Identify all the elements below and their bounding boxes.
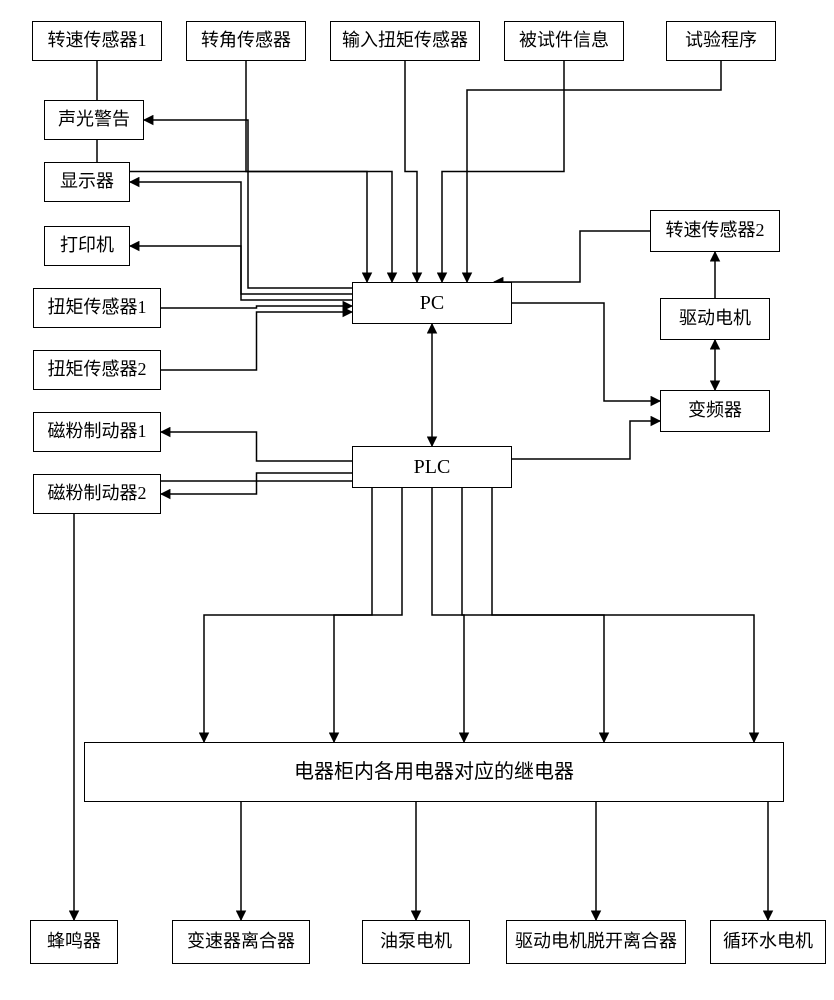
node-l6: 磁粉制动器1 <box>33 412 161 452</box>
node-top4: 被试件信息 <box>504 21 624 61</box>
edge-plc-relay <box>432 488 464 742</box>
node-b2: 变速器离合器 <box>172 920 310 964</box>
node-l2: 显示器 <box>44 162 130 202</box>
edge-plc-l7 <box>161 473 352 494</box>
node-pc: PC <box>352 282 512 324</box>
edge-plc-l6 <box>161 432 352 461</box>
edge-top1-pc <box>97 61 367 282</box>
edge-r1-pc <box>494 231 650 282</box>
edge-l5-pc <box>161 312 352 370</box>
node-l5: 扭矩传感器2 <box>33 350 161 390</box>
node-top3: 输入扭矩传感器 <box>330 21 480 61</box>
edge-top3-pc <box>405 61 417 282</box>
edge-plc-relay <box>334 488 402 742</box>
edge-pc-l2 <box>130 182 352 294</box>
edge-pc-l1 <box>144 120 352 288</box>
edge-pc-r3 <box>512 303 660 401</box>
edge-plc-r3 <box>512 421 660 459</box>
node-plc: PLC <box>352 446 512 488</box>
edge-top4-pc <box>442 61 564 282</box>
edge-plc-relay <box>492 488 754 742</box>
node-l4: 扭矩传感器1 <box>33 288 161 328</box>
node-l7: 磁粉制动器2 <box>33 474 161 514</box>
node-r2: 驱动电机 <box>660 298 770 340</box>
node-b4: 驱动电机脱开离合器 <box>506 920 686 964</box>
edge-top2-pc <box>246 61 392 282</box>
diagram-canvas: 转速传感器1 转角传感器输入扭矩传感器被试件信息 试验程序声光警告显示器打印机扭矩传… <box>0 0 834 1000</box>
edge-l4-pc <box>161 306 352 308</box>
node-top2: 转角传感器 <box>186 21 306 61</box>
node-top1: 转速传感器1 <box>32 21 162 61</box>
edge-plc-relay <box>462 488 604 742</box>
node-r1: 转速传感器2 <box>650 210 780 252</box>
node-b5: 循环水电机 <box>710 920 826 964</box>
node-l1: 声光警告 <box>44 100 144 140</box>
node-top5: 试验程序 <box>666 21 776 61</box>
edge-plc-b1 <box>74 481 352 920</box>
node-l3: 打印机 <box>44 226 130 266</box>
node-r3: 变频器 <box>660 390 770 432</box>
node-relay: 电器柜内各用电器对应的继电器 <box>84 742 784 802</box>
node-b1: 蜂鸣器 <box>30 920 118 964</box>
edge-plc-relay <box>204 488 372 742</box>
edge-pc-l3 <box>130 246 352 300</box>
node-b3: 油泵电机 <box>362 920 470 964</box>
